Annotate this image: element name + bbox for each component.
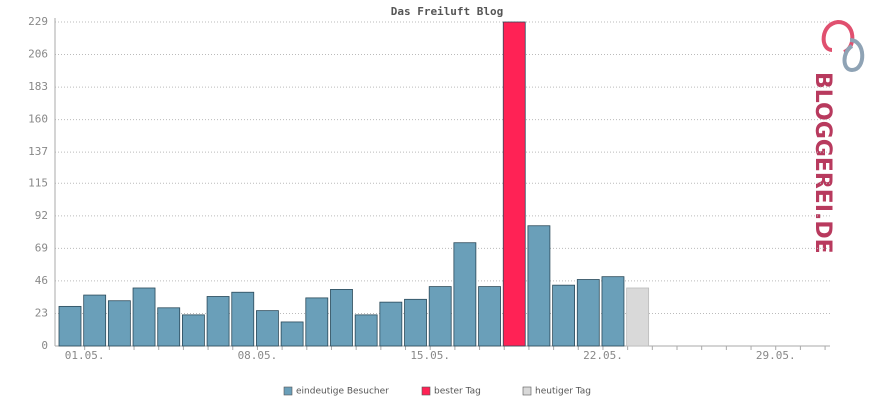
bar bbox=[354, 314, 378, 347]
bar bbox=[181, 314, 205, 347]
bar bbox=[379, 301, 403, 347]
bar bbox=[206, 296, 230, 347]
bar bbox=[305, 297, 329, 347]
y-tick-label: 115 bbox=[28, 176, 48, 189]
y-tick-label: 46 bbox=[35, 274, 48, 287]
bar bbox=[58, 305, 82, 347]
y-tick-label: 183 bbox=[28, 80, 48, 93]
bar bbox=[626, 287, 650, 347]
x-tick-label: 22.05. bbox=[583, 349, 623, 362]
y-tick-label: 92 bbox=[35, 209, 48, 222]
bar bbox=[576, 279, 600, 347]
bar bbox=[231, 291, 255, 347]
y-tick-label: 69 bbox=[35, 241, 48, 254]
x-tick-label: 29.05. bbox=[756, 349, 796, 362]
legend-swatch bbox=[522, 386, 532, 396]
bar bbox=[552, 284, 575, 347]
bar bbox=[601, 276, 625, 347]
logo-text: BLOGGEREI.DE bbox=[810, 72, 835, 254]
y-tick-label: 137 bbox=[28, 145, 48, 158]
x-tick-label: 15.05. bbox=[410, 349, 450, 362]
bar bbox=[404, 298, 427, 347]
x-tick-label: 01.05. bbox=[65, 349, 105, 362]
y-tick-label: 229 bbox=[28, 15, 48, 28]
bar bbox=[107, 300, 131, 347]
bar bbox=[280, 321, 304, 347]
legend-swatch bbox=[283, 386, 293, 396]
y-tick-label: 206 bbox=[28, 48, 48, 61]
legend-swatch bbox=[421, 386, 431, 396]
bar bbox=[502, 21, 526, 347]
logo-icon bbox=[821, 19, 865, 73]
bar bbox=[453, 242, 477, 347]
legend-label: bester Tag bbox=[434, 387, 481, 397]
y-tick-label: 160 bbox=[28, 113, 48, 126]
x-tick-label: 08.05. bbox=[238, 349, 278, 362]
bar bbox=[478, 286, 501, 347]
bar bbox=[83, 294, 107, 347]
bar bbox=[256, 310, 279, 347]
bar bbox=[527, 225, 551, 347]
bar bbox=[428, 286, 452, 347]
bar bbox=[330, 289, 353, 347]
chart-title: Das Freiluft Blog bbox=[391, 5, 504, 18]
legend-label: eindeutige Besucher bbox=[296, 387, 389, 397]
legend-label: heutiger Tag bbox=[535, 387, 591, 397]
y-tick-label: 0 bbox=[41, 339, 48, 352]
y-tick-label: 23 bbox=[35, 306, 48, 319]
bar bbox=[157, 307, 181, 347]
bar bbox=[132, 287, 156, 347]
